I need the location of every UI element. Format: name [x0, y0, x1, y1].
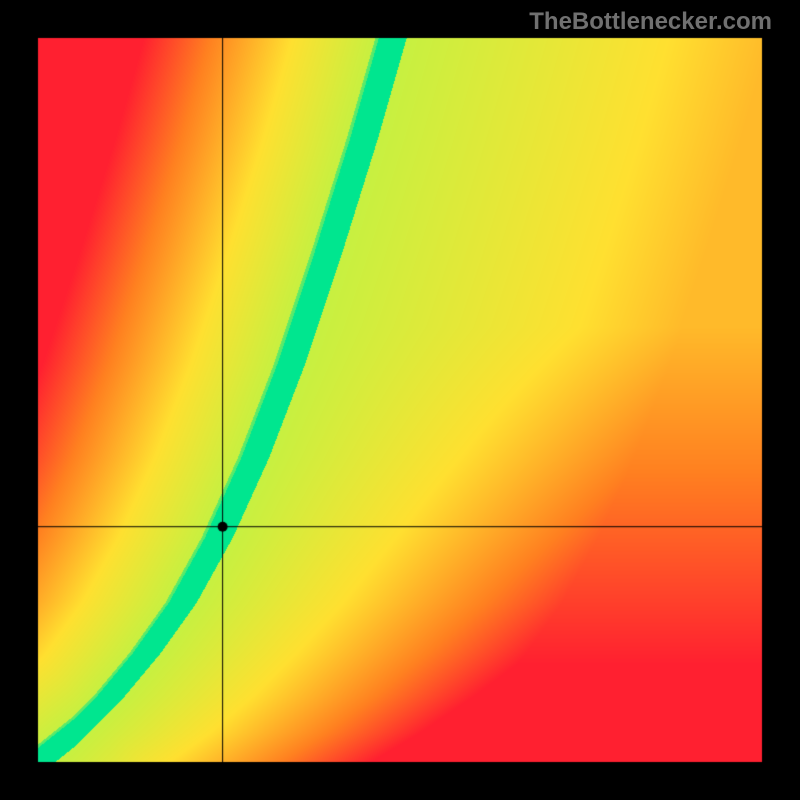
- chart-container: TheBottlenecker.com: [0, 0, 800, 800]
- bottleneck-heatmap: [0, 0, 800, 800]
- watermark-text: TheBottlenecker.com: [529, 8, 772, 36]
